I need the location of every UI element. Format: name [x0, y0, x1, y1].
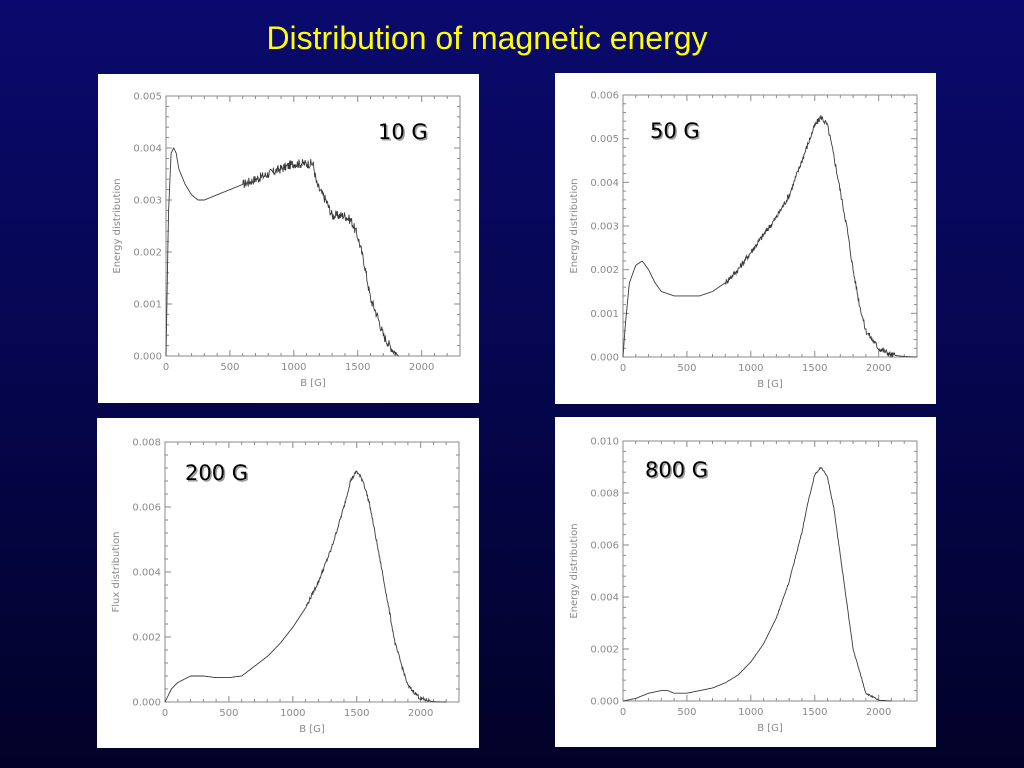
panel-label: 10 G [378, 120, 428, 144]
y-tick-label: 0.006 [590, 91, 619, 102]
y-tick-label: 0.002 [132, 633, 161, 644]
y-axis-title: Flux distribution [111, 532, 122, 613]
x-tick-label: 1500 [802, 707, 827, 718]
y-tick-label: 0.002 [133, 248, 162, 259]
y-tick-label: 0.004 [590, 178, 619, 189]
chart-10g: 0 500 1000 1500 2000 0.000 0.001 0.002 0.003 0.00… [112, 92, 461, 389]
x-tick-label: 500 [677, 707, 696, 718]
y-tick-label: 0.004 [133, 144, 162, 155]
x-tick-label: 1000 [738, 363, 763, 374]
y-tick-label: 0.004 [590, 593, 619, 604]
panel-label-shadow: 200 G [187, 463, 250, 487]
data-curve [622, 466, 892, 702]
x-tick-label: 1000 [281, 362, 306, 373]
data-curve [165, 146, 399, 357]
y-tick-label: 0.005 [133, 92, 162, 103]
x-tick-label: 0 [163, 362, 169, 373]
y-tick-label: 0.008 [590, 489, 619, 500]
plot-frame [165, 95, 461, 357]
slide-title: Distribution of magnetic energy [266, 20, 708, 56]
x-tick-label: 2000 [866, 707, 891, 718]
y-tick-label: 0.010 [590, 437, 619, 448]
y-tick-label: 0.002 [590, 265, 619, 276]
x-tick-label: 2000 [408, 708, 433, 719]
panel-label: 50 G [650, 119, 700, 143]
x-tick-label: 500 [219, 708, 238, 719]
y-tick-label: 0.000 [590, 353, 619, 364]
x-axis-title: B [G] [757, 379, 783, 390]
plot-frame [622, 440, 918, 702]
panel-label: 200 G [185, 461, 248, 485]
x-tick-label: 1500 [802, 363, 827, 374]
y-tick-label: 0.006 [132, 503, 161, 514]
y-tick-label: 0.008 [132, 438, 161, 449]
x-tick-label: 500 [220, 362, 239, 373]
x-tick-label: 0 [620, 363, 626, 374]
panel-label: 800 G [645, 458, 708, 482]
x-tick-label: 2000 [409, 362, 434, 373]
x-tick-label: 2000 [866, 363, 891, 374]
y-tick-label: 0.003 [133, 196, 162, 207]
y-tick-label: 0.005 [590, 134, 619, 145]
x-tick-label: 0 [162, 708, 168, 719]
chart-panel-10g: 0 500 1000 1500 2000 0.000 0.001 0.002 0.003 0.00… [98, 74, 479, 403]
chart-200g: 0 500 1000 1500 2000 0.000 0.002 0.004 0.006 0.00… [111, 438, 460, 735]
y-tick-label: 0.003 [590, 222, 619, 233]
panel-label-shadow: 10 G [380, 122, 430, 146]
y-tick-label: 0.000 [590, 697, 619, 708]
x-tick-label: 0 [620, 707, 626, 718]
y-tick-label: 0.006 [590, 541, 619, 552]
y-tick-label: 0.004 [132, 568, 161, 579]
x-axis-title: B [G] [757, 723, 783, 734]
panel-label-shadow: 50 G [652, 121, 702, 145]
panel-label-shadow: 800 G [647, 460, 710, 484]
y-axis-title: Energy distribution [569, 523, 580, 618]
y-axis-title: Energy distribution [569, 178, 580, 273]
chart-50g: 0 500 1000 1500 2000 0.000 0.001 0.002 0.003 0.00… [569, 91, 918, 390]
x-tick-label: 1000 [738, 707, 763, 718]
x-axis-title: B [G] [300, 378, 326, 389]
chart-800g: 0 500 1000 1500 2000 0.000 0.002 0.004 0.006 0.00… [569, 437, 918, 734]
x-axis-title: B [G] [299, 724, 325, 735]
y-tick-label: 0.001 [590, 309, 619, 320]
y-axis-title: Energy distribution [112, 178, 123, 273]
x-tick-label: 1000 [280, 708, 305, 719]
x-tick-label: 1500 [344, 708, 369, 719]
y-tick-label: 0.000 [133, 352, 162, 363]
x-tick-label: 1500 [345, 362, 370, 373]
data-curve [622, 115, 917, 359]
y-tick-label: 0.001 [133, 300, 162, 311]
y-tick-label: 0.000 [132, 698, 161, 709]
chart-panel-200g: 0 500 1000 1500 2000 0.000 0.002 0.004 0.006 0.00… [97, 418, 479, 748]
chart-panel-50g: 0 500 1000 1500 2000 0.000 0.001 0.002 0.003 0.00… [555, 73, 936, 404]
data-curve [164, 470, 447, 703]
y-tick-label: 0.002 [590, 645, 619, 656]
chart-panel-800g: 0 500 1000 1500 2000 0.000 0.002 0.004 0.006 0.00… [555, 417, 936, 747]
x-tick-label: 500 [677, 363, 696, 374]
